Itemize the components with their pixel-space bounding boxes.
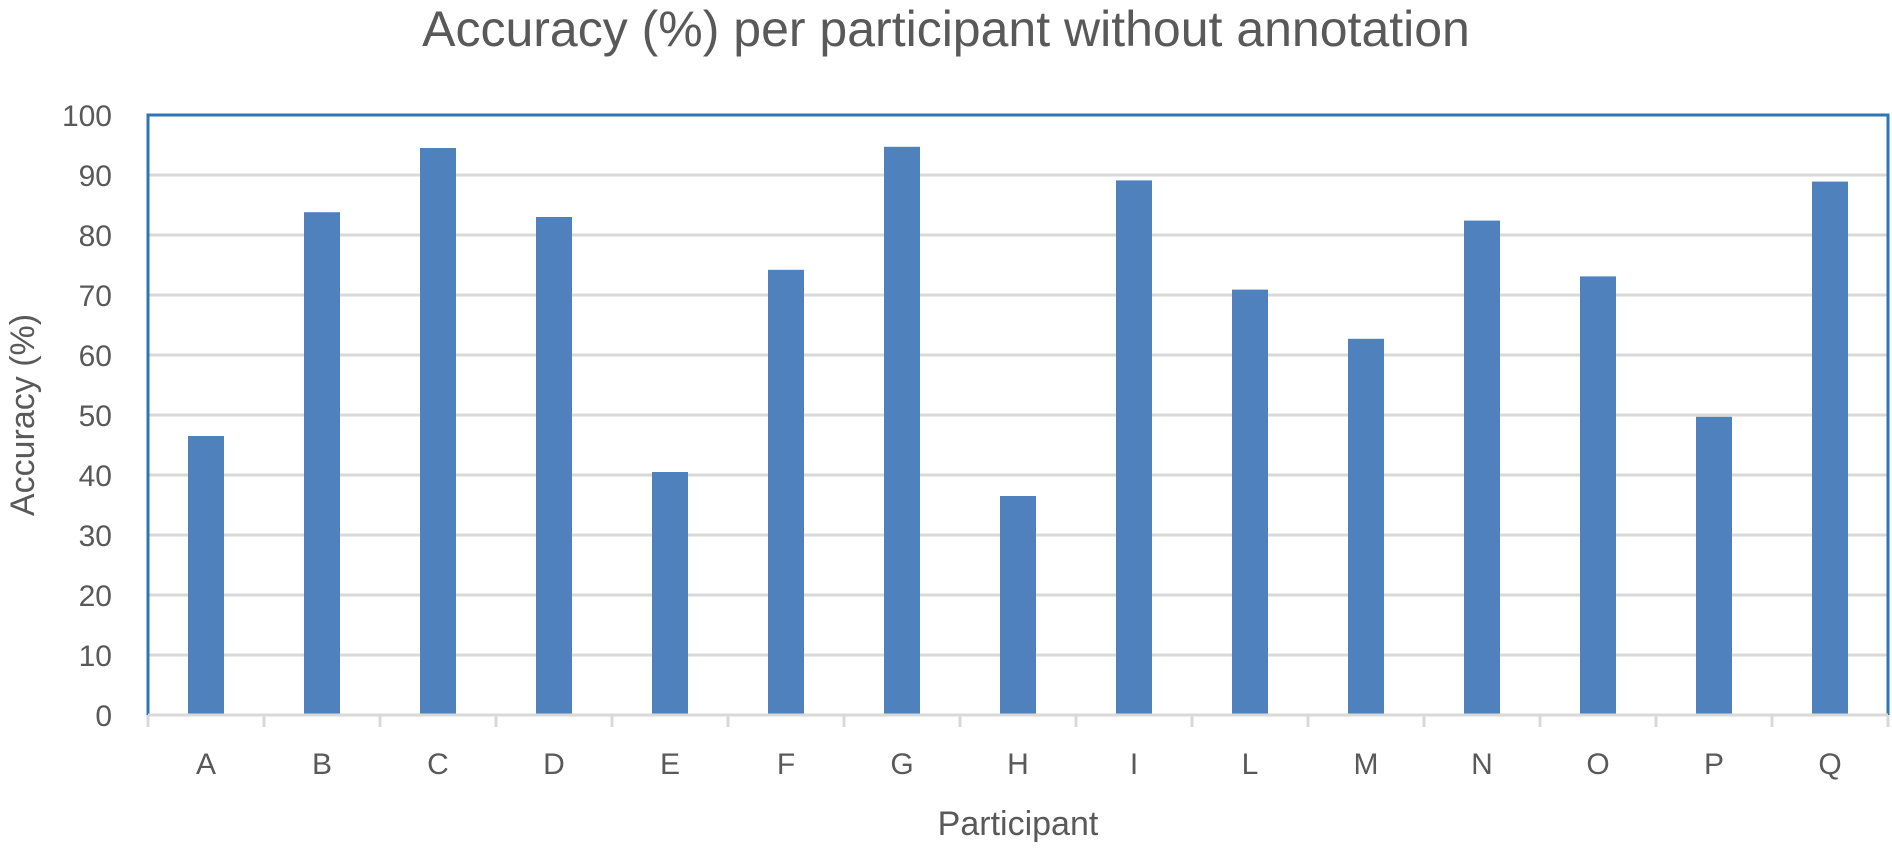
- x-tick-label: I: [1130, 748, 1138, 781]
- bar-E: [652, 472, 688, 715]
- x-tick-label: G: [890, 748, 913, 781]
- y-tick-label: 90: [79, 160, 112, 193]
- x-tick-label: O: [1586, 748, 1609, 781]
- bar-I: [1116, 180, 1152, 715]
- y-axis-ticks: 0 10 20 30 40 50 60 70 80 90 100: [62, 100, 112, 733]
- y-tick-label: 10: [79, 640, 112, 673]
- y-tick-label: 0: [95, 700, 112, 733]
- y-tick-label: 40: [79, 460, 112, 493]
- x-tick-label: L: [1242, 748, 1259, 781]
- y-tick-label: 50: [79, 400, 112, 433]
- x-tick-label: C: [427, 748, 449, 781]
- bar-L: [1232, 289, 1268, 715]
- x-tick-label: Q: [1818, 748, 1841, 781]
- x-tick-label: N: [1471, 748, 1493, 781]
- x-tick-label: E: [660, 748, 680, 781]
- x-axis-label: Participant: [938, 805, 1099, 843]
- bar-M: [1348, 338, 1384, 715]
- bar-G: [884, 146, 920, 716]
- bar-B: [304, 212, 340, 715]
- bar-O: [1580, 276, 1616, 715]
- x-tick-label: H: [1007, 748, 1029, 781]
- bar-Q: [1812, 181, 1848, 716]
- y-tick-label: 70: [79, 280, 112, 313]
- y-tick-label: 80: [79, 220, 112, 253]
- bar-F: [768, 269, 804, 715]
- x-tick-label: F: [777, 748, 795, 781]
- x-tick-label: M: [1354, 748, 1379, 781]
- y-tick-label: 60: [79, 340, 112, 373]
- y-tick-label: 100: [62, 100, 112, 133]
- y-tick-label: 30: [79, 520, 112, 553]
- bars: [188, 146, 1848, 716]
- bar-A: [188, 436, 224, 715]
- x-tick-label: D: [543, 748, 565, 781]
- x-tick-label: A: [196, 748, 216, 781]
- x-tick-label: B: [312, 748, 332, 781]
- y-axis-label: Accuracy (%): [4, 314, 42, 516]
- bar-N: [1464, 220, 1500, 715]
- x-tick-label: P: [1704, 748, 1724, 781]
- bar-H: [1000, 496, 1036, 715]
- y-tick-label: 20: [79, 580, 112, 613]
- bar-D: [536, 217, 572, 715]
- bar-P: [1696, 416, 1732, 715]
- bar-C: [420, 148, 456, 715]
- chart-title: Accuracy (%) per participant without ann…: [422, 1, 1470, 57]
